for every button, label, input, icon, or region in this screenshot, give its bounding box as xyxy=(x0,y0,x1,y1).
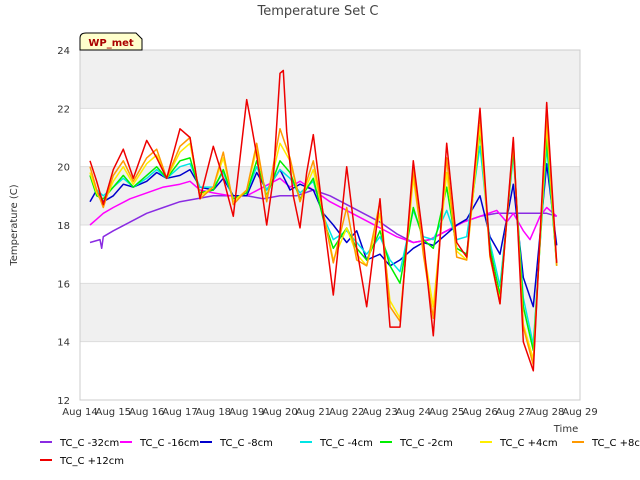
x-tick-label-0: Aug 14 xyxy=(62,407,97,418)
legend-label-3: TC_C -4cm xyxy=(319,438,373,449)
y-axis-label: Temperature (C) xyxy=(9,184,20,266)
series-layer xyxy=(89,69,558,372)
y-tick-label-0: 12 xyxy=(57,396,70,407)
shaded-band-0 xyxy=(80,283,580,342)
shaded-band-2 xyxy=(80,50,580,109)
annotation-tag-label: WP_met xyxy=(88,38,134,49)
x-tick-label-8: Aug 22 xyxy=(329,407,364,418)
legend-item-5: TC_C +4cm xyxy=(480,438,558,449)
x-tick-label-14: Aug 28 xyxy=(529,407,564,418)
legend-item-3: TC_C -4cm xyxy=(300,438,373,449)
x-tick-label-5: Aug 19 xyxy=(229,407,264,418)
y-tick-label-5: 22 xyxy=(57,104,70,115)
x-tick-label-6: Aug 20 xyxy=(262,407,297,418)
legend-item-2: TC_C -8cm xyxy=(200,438,273,449)
y-tick-label-1: 14 xyxy=(57,338,70,349)
legend-item-1: TC_C -16cm xyxy=(120,438,199,449)
series-line-5 xyxy=(89,125,558,360)
legend-item-0: TC_C -32cm xyxy=(40,438,119,449)
series-line-7 xyxy=(89,69,558,372)
plot-border xyxy=(79,49,581,401)
y-tick-label-4: 20 xyxy=(57,163,70,174)
legend-label-5: TC_C +4cm xyxy=(499,438,558,449)
series-line-1 xyxy=(89,177,558,244)
legend-label-7: TC_C +12cm xyxy=(59,456,124,467)
y-tick-label-2: 16 xyxy=(57,279,70,290)
legend-item-6: TC_C +8cm xyxy=(572,438,640,449)
legend-label-6: TC_C +8cm xyxy=(591,438,640,449)
legend-item-4: TC_C -2cm xyxy=(380,438,453,449)
y-tick-label-3: 18 xyxy=(57,221,70,232)
annotation-tag: WP_met xyxy=(79,32,143,51)
legend-item-7: TC_C +12cm xyxy=(40,456,124,467)
x-tick-label-2: Aug 16 xyxy=(129,407,164,418)
x-tick-label-11: Aug 25 xyxy=(429,407,464,418)
x-axis-label: Time xyxy=(553,424,578,435)
x-tick-label-4: Aug 18 xyxy=(196,407,231,418)
x-tick-label-13: Aug 27 xyxy=(496,407,531,418)
legend: TC_C -32cm TC_C -16cm TC_C -8cm TC_C -4cm TC… xyxy=(40,438,640,467)
x-tick-label-1: Aug 15 xyxy=(96,407,131,418)
x-tick-label-10: Aug 24 xyxy=(396,407,431,418)
grid xyxy=(79,49,581,401)
x-tick-label-15: Aug 29 xyxy=(562,407,597,418)
annotation-tag-box xyxy=(79,32,143,51)
legend-label-4: TC_C -2cm xyxy=(399,438,453,449)
legend-label-1: TC_C -16cm xyxy=(139,438,199,449)
x-tick-label-12: Aug 26 xyxy=(462,407,497,418)
legend-label-0: TC_C -32cm xyxy=(59,438,119,449)
x-tick-label-9: Aug 23 xyxy=(362,407,397,418)
chart-title: Temperature Set C xyxy=(256,4,378,19)
x-tick-label-3: Aug 17 xyxy=(162,407,197,418)
y-tick-label-6: 24 xyxy=(57,46,70,57)
x-tick-label-7: Aug 21 xyxy=(296,407,331,418)
legend-label-2: TC_C -8cm xyxy=(219,438,273,449)
